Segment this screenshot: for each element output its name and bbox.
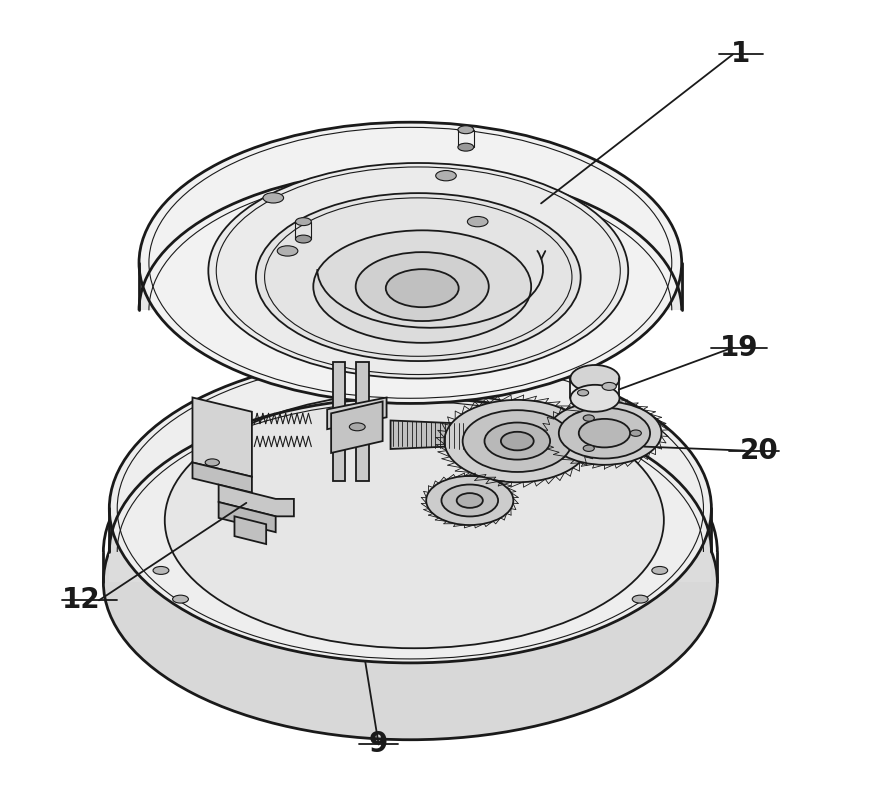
Ellipse shape xyxy=(570,365,620,392)
Ellipse shape xyxy=(426,476,513,525)
Ellipse shape xyxy=(652,567,667,575)
Ellipse shape xyxy=(153,567,169,575)
Ellipse shape xyxy=(484,422,550,460)
Ellipse shape xyxy=(444,400,591,483)
Polygon shape xyxy=(331,401,383,453)
Polygon shape xyxy=(333,362,345,481)
Ellipse shape xyxy=(442,484,498,517)
Ellipse shape xyxy=(313,231,531,343)
Polygon shape xyxy=(391,421,466,449)
Ellipse shape xyxy=(602,382,616,390)
Ellipse shape xyxy=(103,425,717,739)
Ellipse shape xyxy=(263,192,284,203)
Polygon shape xyxy=(219,485,293,516)
Text: 1: 1 xyxy=(731,41,750,68)
Ellipse shape xyxy=(110,354,712,663)
Ellipse shape xyxy=(350,423,365,431)
Polygon shape xyxy=(219,502,276,532)
Ellipse shape xyxy=(463,410,572,472)
Ellipse shape xyxy=(277,246,298,256)
Ellipse shape xyxy=(467,216,488,227)
Ellipse shape xyxy=(295,235,311,243)
Polygon shape xyxy=(110,509,712,582)
Ellipse shape xyxy=(558,408,650,459)
Ellipse shape xyxy=(356,252,489,321)
Ellipse shape xyxy=(165,393,664,648)
Ellipse shape xyxy=(172,595,188,603)
Ellipse shape xyxy=(386,270,458,307)
Ellipse shape xyxy=(295,218,311,226)
Ellipse shape xyxy=(632,595,648,603)
Polygon shape xyxy=(327,398,386,429)
Ellipse shape xyxy=(205,459,219,466)
Polygon shape xyxy=(235,516,266,544)
Text: 9: 9 xyxy=(369,731,388,758)
Ellipse shape xyxy=(548,401,662,465)
Ellipse shape xyxy=(209,163,628,378)
Ellipse shape xyxy=(458,126,474,134)
Polygon shape xyxy=(193,463,252,493)
Ellipse shape xyxy=(256,193,581,361)
Polygon shape xyxy=(193,398,252,477)
Ellipse shape xyxy=(501,432,533,450)
Ellipse shape xyxy=(435,171,457,180)
Polygon shape xyxy=(139,263,681,310)
Ellipse shape xyxy=(631,430,641,436)
Ellipse shape xyxy=(583,445,594,452)
Ellipse shape xyxy=(570,385,620,412)
Ellipse shape xyxy=(457,493,483,508)
Text: 19: 19 xyxy=(720,334,758,362)
Ellipse shape xyxy=(139,122,681,403)
Ellipse shape xyxy=(579,419,630,448)
Text: 12: 12 xyxy=(62,586,101,615)
Ellipse shape xyxy=(577,390,589,396)
Polygon shape xyxy=(357,362,369,481)
Ellipse shape xyxy=(583,415,594,421)
Ellipse shape xyxy=(458,143,474,151)
Text: 20: 20 xyxy=(739,436,779,464)
